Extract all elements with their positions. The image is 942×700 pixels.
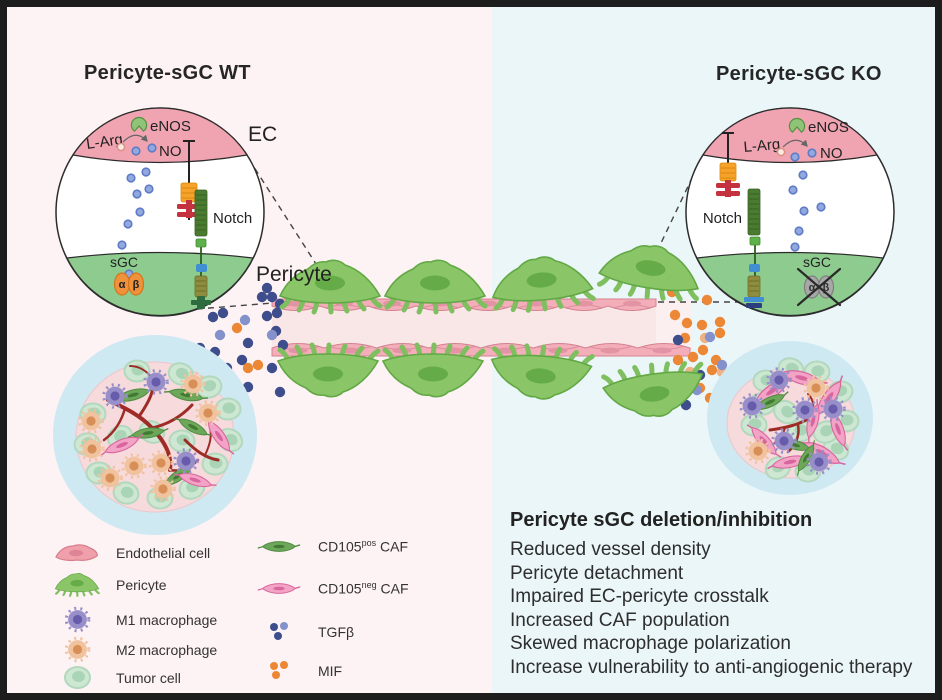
sgc-beta: β [133,279,140,291]
panel-title-wt: Pericyte-sGC WT [84,62,251,84]
legend-label: CD105pos CAF [318,538,408,555]
l-arg-molecule [776,147,786,157]
enos-label: eNOS [808,119,849,136]
m2-macrophage-icon [50,636,104,663]
summary-item: Increase vulnerability to anti-angiogeni… [510,656,913,678]
notch-label: Notch [703,210,742,227]
l-arg-molecule [116,142,126,152]
legend-label: M2 macrophage [116,641,218,658]
sgc-beta: β [823,282,830,294]
dashed-connectors [196,149,738,310]
knockout-cross [796,267,842,307]
no-label: NO [159,143,182,160]
m1-macrophage-icon [50,606,104,633]
pericyte-label: Pericyte [256,263,332,286]
legend-label: TGFβ [318,624,355,640]
panel-title-ko: Pericyte-sGC KO [716,63,882,85]
wt-inset-circle: eNOS L-Arg NO [55,107,332,317]
no-synthesis-arrow [782,139,808,148]
legend-row: Endothelial cell [50,543,210,563]
legend-label: M1 macrophage [116,611,218,628]
larg-label: L-Arg [743,136,781,156]
notch-label: Notch [213,210,252,227]
sgc-complex-crossed: sGC α β [796,254,842,307]
sgc-label: sGC [803,254,831,270]
legend-row: Pericyte [50,571,167,598]
tgfb-icon [252,621,306,643]
pericyte-membrane-cap [66,251,254,317]
enos-label: eNOS [150,118,191,135]
legend-row: TGFβ [252,621,354,643]
cd105pos-caf-icon [252,539,306,554]
pericyte-detaching [597,238,704,305]
legend-row: MIF [252,660,342,682]
blood-vessel [271,298,692,357]
summary-block: Pericyte sGC deletion/inhibition Reduced… [510,509,912,679]
pericyte-membrane-cap [696,251,884,317]
tumor-cell-icon [50,666,104,689]
sgc-alpha: α [809,282,816,294]
larg-label: L-Arg [85,131,124,153]
notch-receptor-disconnected [716,132,764,308]
sgc-alpha: α [119,279,126,291]
summary-item: Increased CAF population [510,609,730,631]
legend-row: M1 macrophage [50,606,217,633]
legend-label: MIF [318,663,343,679]
ec-membrane-cap [701,107,879,164]
summary-item: Skewed macrophage polarization [510,633,791,654]
sgc-complex: sGC α β [110,254,145,296]
summary-heading: Pericyte sGC deletion/inhibition [510,509,813,531]
legend-label: Pericyte [116,576,167,593]
summary-item: Impaired EC-pericyte crosstalk [510,586,769,607]
no-label: NO [820,145,843,162]
notch-receptor [177,140,211,309]
legend-label: CD105neg CAF [318,580,409,597]
tumor-microenvironment-wt [53,335,257,535]
legend-label: Tumor cell [116,669,181,686]
ko-inset-circle: eNOS L-Arg NO [685,107,895,317]
ec-label: EC [248,123,277,146]
summary-item: Pericyte detachment [510,562,684,584]
legend-label: Endothelial cell [116,545,211,561]
legend-row: CD105pos CAF [252,538,408,555]
legend-row: Tumor cell [50,666,181,689]
legend-row: CD105neg CAF [252,580,409,597]
ec-membrane-cap [71,107,249,164]
tumor-microenvironment-ko [707,341,873,495]
mif-icon [252,660,306,682]
sgc-label: sGC [110,254,138,270]
pericyte-icon [50,571,104,598]
legend-row: M2 macrophage [50,636,217,663]
summary-item: Reduced vessel density [510,539,711,560]
no-synthesis-arrow [122,134,148,143]
endothelial-cell-icon [50,543,104,563]
cd105neg-caf-icon [252,581,306,596]
